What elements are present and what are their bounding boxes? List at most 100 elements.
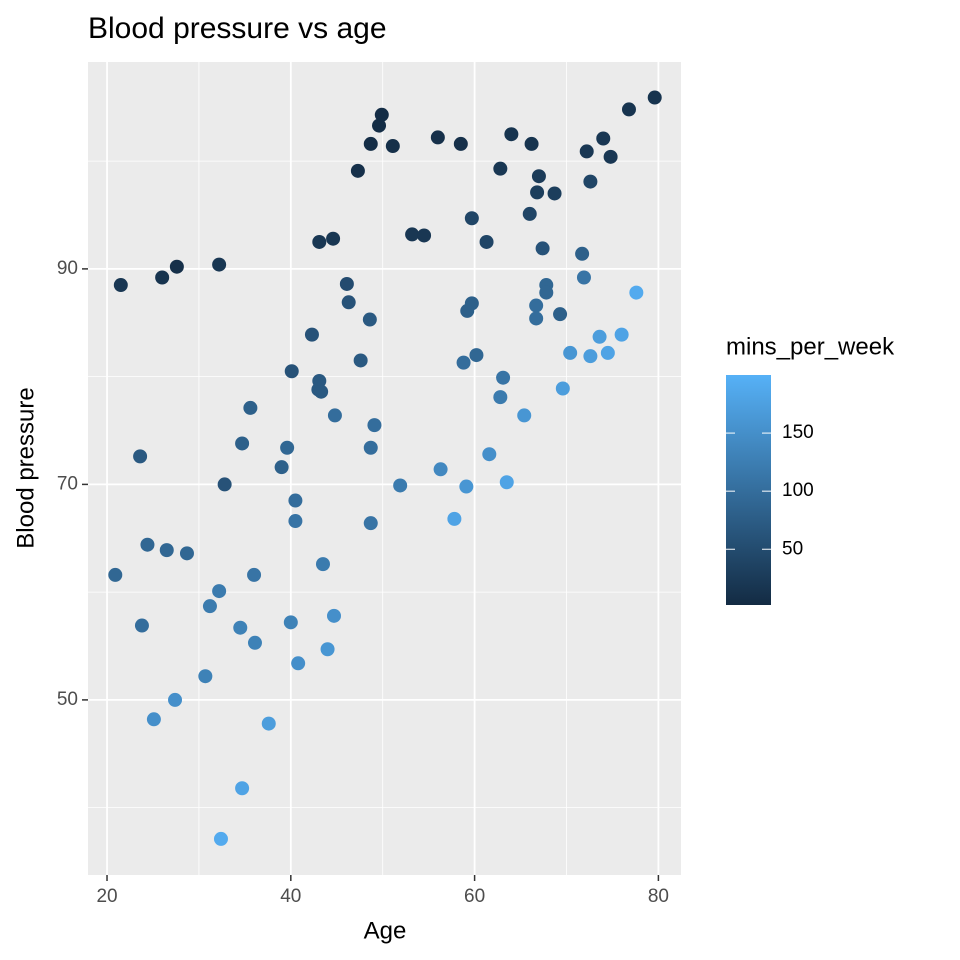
point [553, 307, 568, 322]
point [367, 418, 382, 433]
point [575, 246, 590, 261]
point [517, 408, 532, 423]
point [362, 312, 377, 327]
point [134, 618, 149, 633]
y-tick-label: 90 [57, 258, 78, 279]
point [433, 462, 448, 477]
point [453, 136, 468, 151]
point [393, 478, 408, 493]
point [504, 127, 519, 142]
point [460, 303, 475, 318]
point [146, 712, 161, 727]
point [233, 620, 248, 635]
point [247, 567, 262, 582]
point [350, 163, 365, 178]
x-tick-label: 40 [280, 886, 301, 907]
point [374, 107, 389, 122]
point [304, 327, 319, 342]
point [217, 477, 232, 492]
point [603, 149, 618, 164]
point [291, 656, 306, 671]
point [140, 537, 155, 552]
point [179, 546, 194, 561]
point [522, 206, 537, 221]
point [531, 169, 546, 184]
point [353, 353, 368, 368]
point [363, 516, 378, 531]
point [327, 608, 342, 623]
point [496, 370, 511, 385]
point [320, 642, 335, 657]
legend-title: mins_per_week [726, 333, 895, 360]
point [327, 408, 342, 423]
point [363, 136, 378, 151]
point [447, 511, 462, 526]
point [459, 479, 474, 494]
point [576, 270, 591, 285]
point [113, 278, 128, 293]
colorbar-label: 150 [782, 422, 814, 443]
point [108, 567, 123, 582]
point [529, 311, 544, 326]
point [213, 831, 228, 846]
point [592, 329, 607, 344]
point [274, 460, 289, 475]
point [198, 669, 213, 684]
point [315, 557, 330, 572]
point [583, 349, 598, 364]
x-axis-label: Age [364, 917, 407, 944]
point [493, 390, 508, 405]
point [469, 348, 484, 363]
point [314, 384, 329, 399]
point [133, 449, 148, 464]
point [169, 259, 184, 274]
point [482, 447, 497, 462]
point [647, 90, 662, 105]
point [405, 227, 420, 242]
point [493, 161, 508, 176]
point [456, 355, 471, 370]
point [524, 136, 539, 151]
point [499, 475, 514, 490]
plot-panel [88, 62, 681, 875]
point [547, 186, 562, 201]
point [280, 440, 295, 455]
point [235, 436, 250, 451]
point [235, 781, 250, 796]
colorbar-label: 100 [782, 480, 814, 501]
point [563, 345, 578, 360]
y-axis-label: Blood pressure [12, 387, 39, 548]
point [385, 139, 400, 154]
point [363, 440, 378, 455]
point [530, 185, 545, 200]
colorbar-label: 50 [782, 538, 803, 559]
point [326, 231, 341, 246]
point [212, 257, 227, 272]
point [288, 493, 303, 508]
y-tick-label: 70 [57, 473, 78, 494]
point [417, 228, 432, 243]
point [247, 635, 262, 650]
x-tick-label: 80 [648, 886, 669, 907]
point [629, 285, 644, 300]
point [339, 276, 354, 291]
point [430, 130, 445, 145]
point [600, 345, 615, 360]
point [283, 615, 298, 630]
point [596, 131, 611, 146]
point [155, 270, 170, 285]
point [284, 364, 299, 379]
point [312, 234, 327, 249]
point [159, 543, 174, 558]
point [261, 716, 276, 731]
point [529, 298, 544, 313]
point [168, 692, 183, 707]
x-tick-label: 60 [464, 886, 485, 907]
point [539, 285, 554, 300]
point [579, 144, 594, 159]
point [341, 295, 356, 310]
point [614, 327, 629, 342]
point [535, 241, 550, 256]
chart-title: Blood pressure vs age [88, 12, 387, 45]
